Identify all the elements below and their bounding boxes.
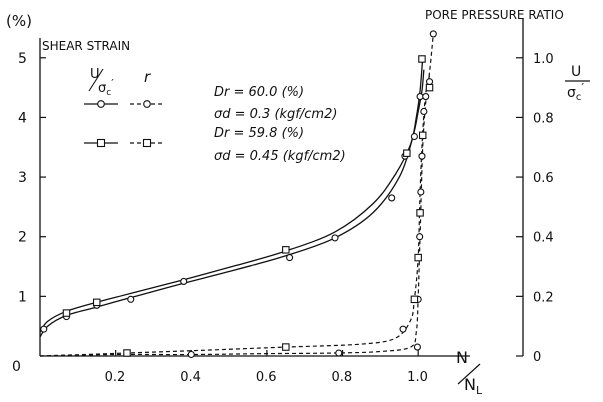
series-line-0	[39, 69, 425, 338]
series-1-marker-0	[62, 309, 71, 317]
series-1-marker-4	[418, 55, 426, 63]
series-1-marker-2	[282, 246, 290, 254]
legend-entry1-line2: σd = 0.3 (kgf/cm2)	[214, 107, 337, 122]
series-0-marker-7	[388, 194, 396, 202]
series-0-marker-6	[331, 234, 339, 242]
series-3-marker-5	[418, 131, 427, 140]
left-axis-label: SHEAR STRAIN	[42, 39, 130, 53]
series-3-marker-4	[416, 209, 424, 217]
left-tick-label-0: 1	[18, 289, 27, 305]
left-tick-label-3: 4	[18, 110, 27, 126]
origin-label: 0	[12, 359, 21, 375]
right-symbol-num: U	[571, 64, 581, 80]
series-1-marker-3	[403, 149, 411, 157]
series-1-marker-1	[92, 298, 101, 307]
legend-col1-den: σc′	[98, 77, 114, 98]
right-tick-label-2: 0.4	[533, 231, 554, 246]
legend-entry2-line2: σd = 0.45 (kgf/cm2)	[214, 149, 346, 164]
series-2-marker-5	[416, 233, 424, 241]
series-2-marker-0	[187, 350, 195, 359]
axes: 1 2 3 4 5 0.2 0.4 0.6 0.8 1.0 0 0.2 0.4 0.6 0.8 1.0	[18, 18, 554, 385]
legend-col2-header: r	[144, 68, 151, 86]
right-tick-label-0: 0	[533, 350, 541, 365]
series-0-marker-5	[286, 254, 294, 262]
right-tick-label-1: 0.2	[533, 290, 554, 305]
x-tick-label-0: 0.2	[105, 370, 126, 385]
series-2-marker-6	[417, 188, 425, 196]
legend: U σc′ r Dr = 60.0 (%) σd = 0.3 (kgf/cm2)…	[84, 67, 346, 164]
x-tick-label-1: 0.4	[180, 370, 201, 385]
series-2-marker-3	[413, 343, 421, 351]
legend-col1-bar	[88, 68, 104, 92]
series-2-marker-8	[420, 107, 428, 116]
right-tick-label-4: 0.8	[533, 111, 554, 126]
series-0-marker-4	[180, 277, 188, 285]
left-tick-label-1: 2	[18, 230, 27, 246]
series-3-marker-0	[123, 349, 131, 357]
series-2-marker-10	[425, 78, 434, 86]
x-tick-label-3: 0.8	[332, 370, 353, 385]
x-tick-label-2: 0.6	[256, 370, 277, 385]
left-axis-unit: (%)	[6, 12, 32, 30]
series-0-marker-10	[416, 93, 424, 101]
series-2-marker-7	[418, 152, 426, 160]
left-tick-label-4: 5	[18, 51, 27, 67]
series-2-marker-9	[422, 93, 430, 101]
series-2-marker-2	[399, 325, 407, 333]
legend-entry2-dash-marker	[142, 138, 152, 148]
legend-entry1-line1: Dr = 60.0 (%)	[214, 85, 304, 100]
x-tick-label-4: 1.0	[407, 370, 428, 385]
right-symbol-den: σc′	[567, 81, 584, 103]
series-0-marker-0	[40, 325, 48, 333]
data-markers	[40, 30, 437, 359]
right-tick-label-5: 1.0	[533, 52, 554, 67]
series-3-marker-3	[414, 253, 422, 262]
series-2-marker-11	[429, 30, 437, 38]
right-axis-label: PORE PRESSURE RATIO	[425, 8, 564, 22]
legend-entry1-solid-marker	[97, 100, 105, 108]
axis-labels: (%) SHEAR STRAIN PORE PRESSURE RATIO 0 U…	[6, 8, 590, 397]
series-3-marker-6	[425, 83, 434, 92]
right-tick-label-3: 0.6	[533, 171, 554, 186]
series-3-marker-2	[410, 295, 419, 304]
left-tick-label-2: 3	[18, 170, 27, 186]
series-0-marker-9	[410, 132, 418, 141]
series-3-marker-1	[282, 343, 290, 351]
legend-entry2-line1: Dr = 59.8 (%)	[214, 126, 304, 141]
legend-entry2-solid-marker	[96, 138, 106, 148]
legend-entry1-dash-marker	[143, 100, 151, 108]
series-0-marker-3	[127, 295, 135, 303]
x-label-bar	[457, 363, 481, 385]
series-2-marker-1	[335, 349, 343, 357]
x-label-num: N	[456, 348, 468, 367]
x-label-den: NL	[464, 375, 483, 397]
legend-col1-num: U	[90, 67, 100, 82]
